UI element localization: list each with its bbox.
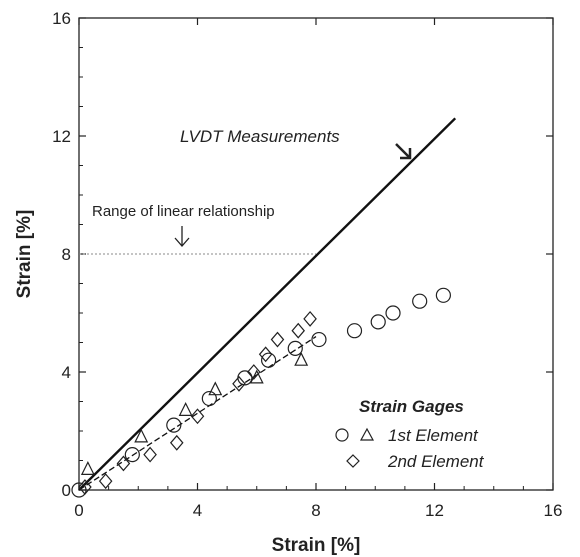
x-tick-label: 4 [193, 501, 202, 520]
y-tick-label: 4 [62, 363, 71, 382]
diamond-marker [258, 346, 273, 363]
y-axis-label: Strain [%] [14, 210, 35, 299]
y-tick-labels: 0 4 8 12 16 [52, 9, 71, 500]
markers [71, 287, 451, 498]
x-tick-labels: 0 4 8 12 16 [74, 501, 562, 520]
legend: Strain Gages 1st Element 2nd Element [335, 397, 485, 471]
triangle-marker [249, 369, 264, 384]
tick-marks [78, 17, 554, 491]
circle-marker [412, 293, 428, 309]
lvdt-annotation: LVDT Measurements [180, 127, 340, 146]
diamond-marker [116, 455, 131, 472]
diamond-marker [303, 310, 317, 327]
legend-triangle-marker [359, 427, 375, 441]
circle-marker [385, 305, 401, 321]
circle-marker [370, 314, 386, 330]
lvdt-line [78, 117, 457, 491]
circle-marker [124, 447, 140, 463]
circle-marker [346, 323, 363, 339]
triangle-marker [178, 402, 193, 416]
circle-marker [311, 331, 327, 348]
diamond-marker [78, 479, 92, 495]
x-tick-label: 8 [311, 501, 320, 520]
triangle-marker [134, 428, 149, 443]
x-axis-label: Strain [%] [272, 535, 361, 556]
circle-marker [261, 352, 277, 368]
strain-gage-fit-line [78, 336, 317, 491]
diamond-marker [270, 331, 285, 348]
circle-marker [287, 340, 303, 356]
linear-range-annotation: Range of linear relationship [92, 203, 275, 220]
diamond-marker [98, 473, 113, 490]
circle-marker [201, 390, 217, 407]
y-tick-label: 8 [62, 245, 71, 264]
legend-entry-2nd-element: 2nd Element [387, 452, 485, 471]
diamond-marker [169, 434, 184, 451]
legend-entry-1st-element: 1st Element [388, 426, 479, 445]
diamond-marker [143, 446, 157, 463]
linear-range-arrow [174, 226, 190, 247]
y-tick-label: 0 [62, 481, 71, 500]
lvdt-arrow [395, 143, 412, 160]
circle-marker [435, 287, 451, 303]
x-tick-label: 0 [74, 501, 83, 520]
diamond-marker [246, 364, 261, 380]
legend-diamond-marker [346, 454, 360, 468]
circle-marker [166, 417, 182, 433]
legend-circle-marker [335, 428, 349, 442]
triangle-marker [294, 351, 309, 366]
y-tick-label: 16 [52, 9, 71, 28]
legend-title: Strain Gages [359, 397, 464, 416]
diamond-marker [291, 322, 306, 339]
circle-marker [71, 482, 87, 498]
x-tick-label: 16 [544, 501, 563, 520]
triangle-marker [80, 461, 95, 475]
y-tick-label: 12 [52, 127, 71, 146]
diamond-marker [190, 408, 205, 425]
triangle-marker [208, 381, 223, 396]
x-tick-label: 12 [425, 501, 444, 520]
diamond-marker [232, 375, 246, 392]
